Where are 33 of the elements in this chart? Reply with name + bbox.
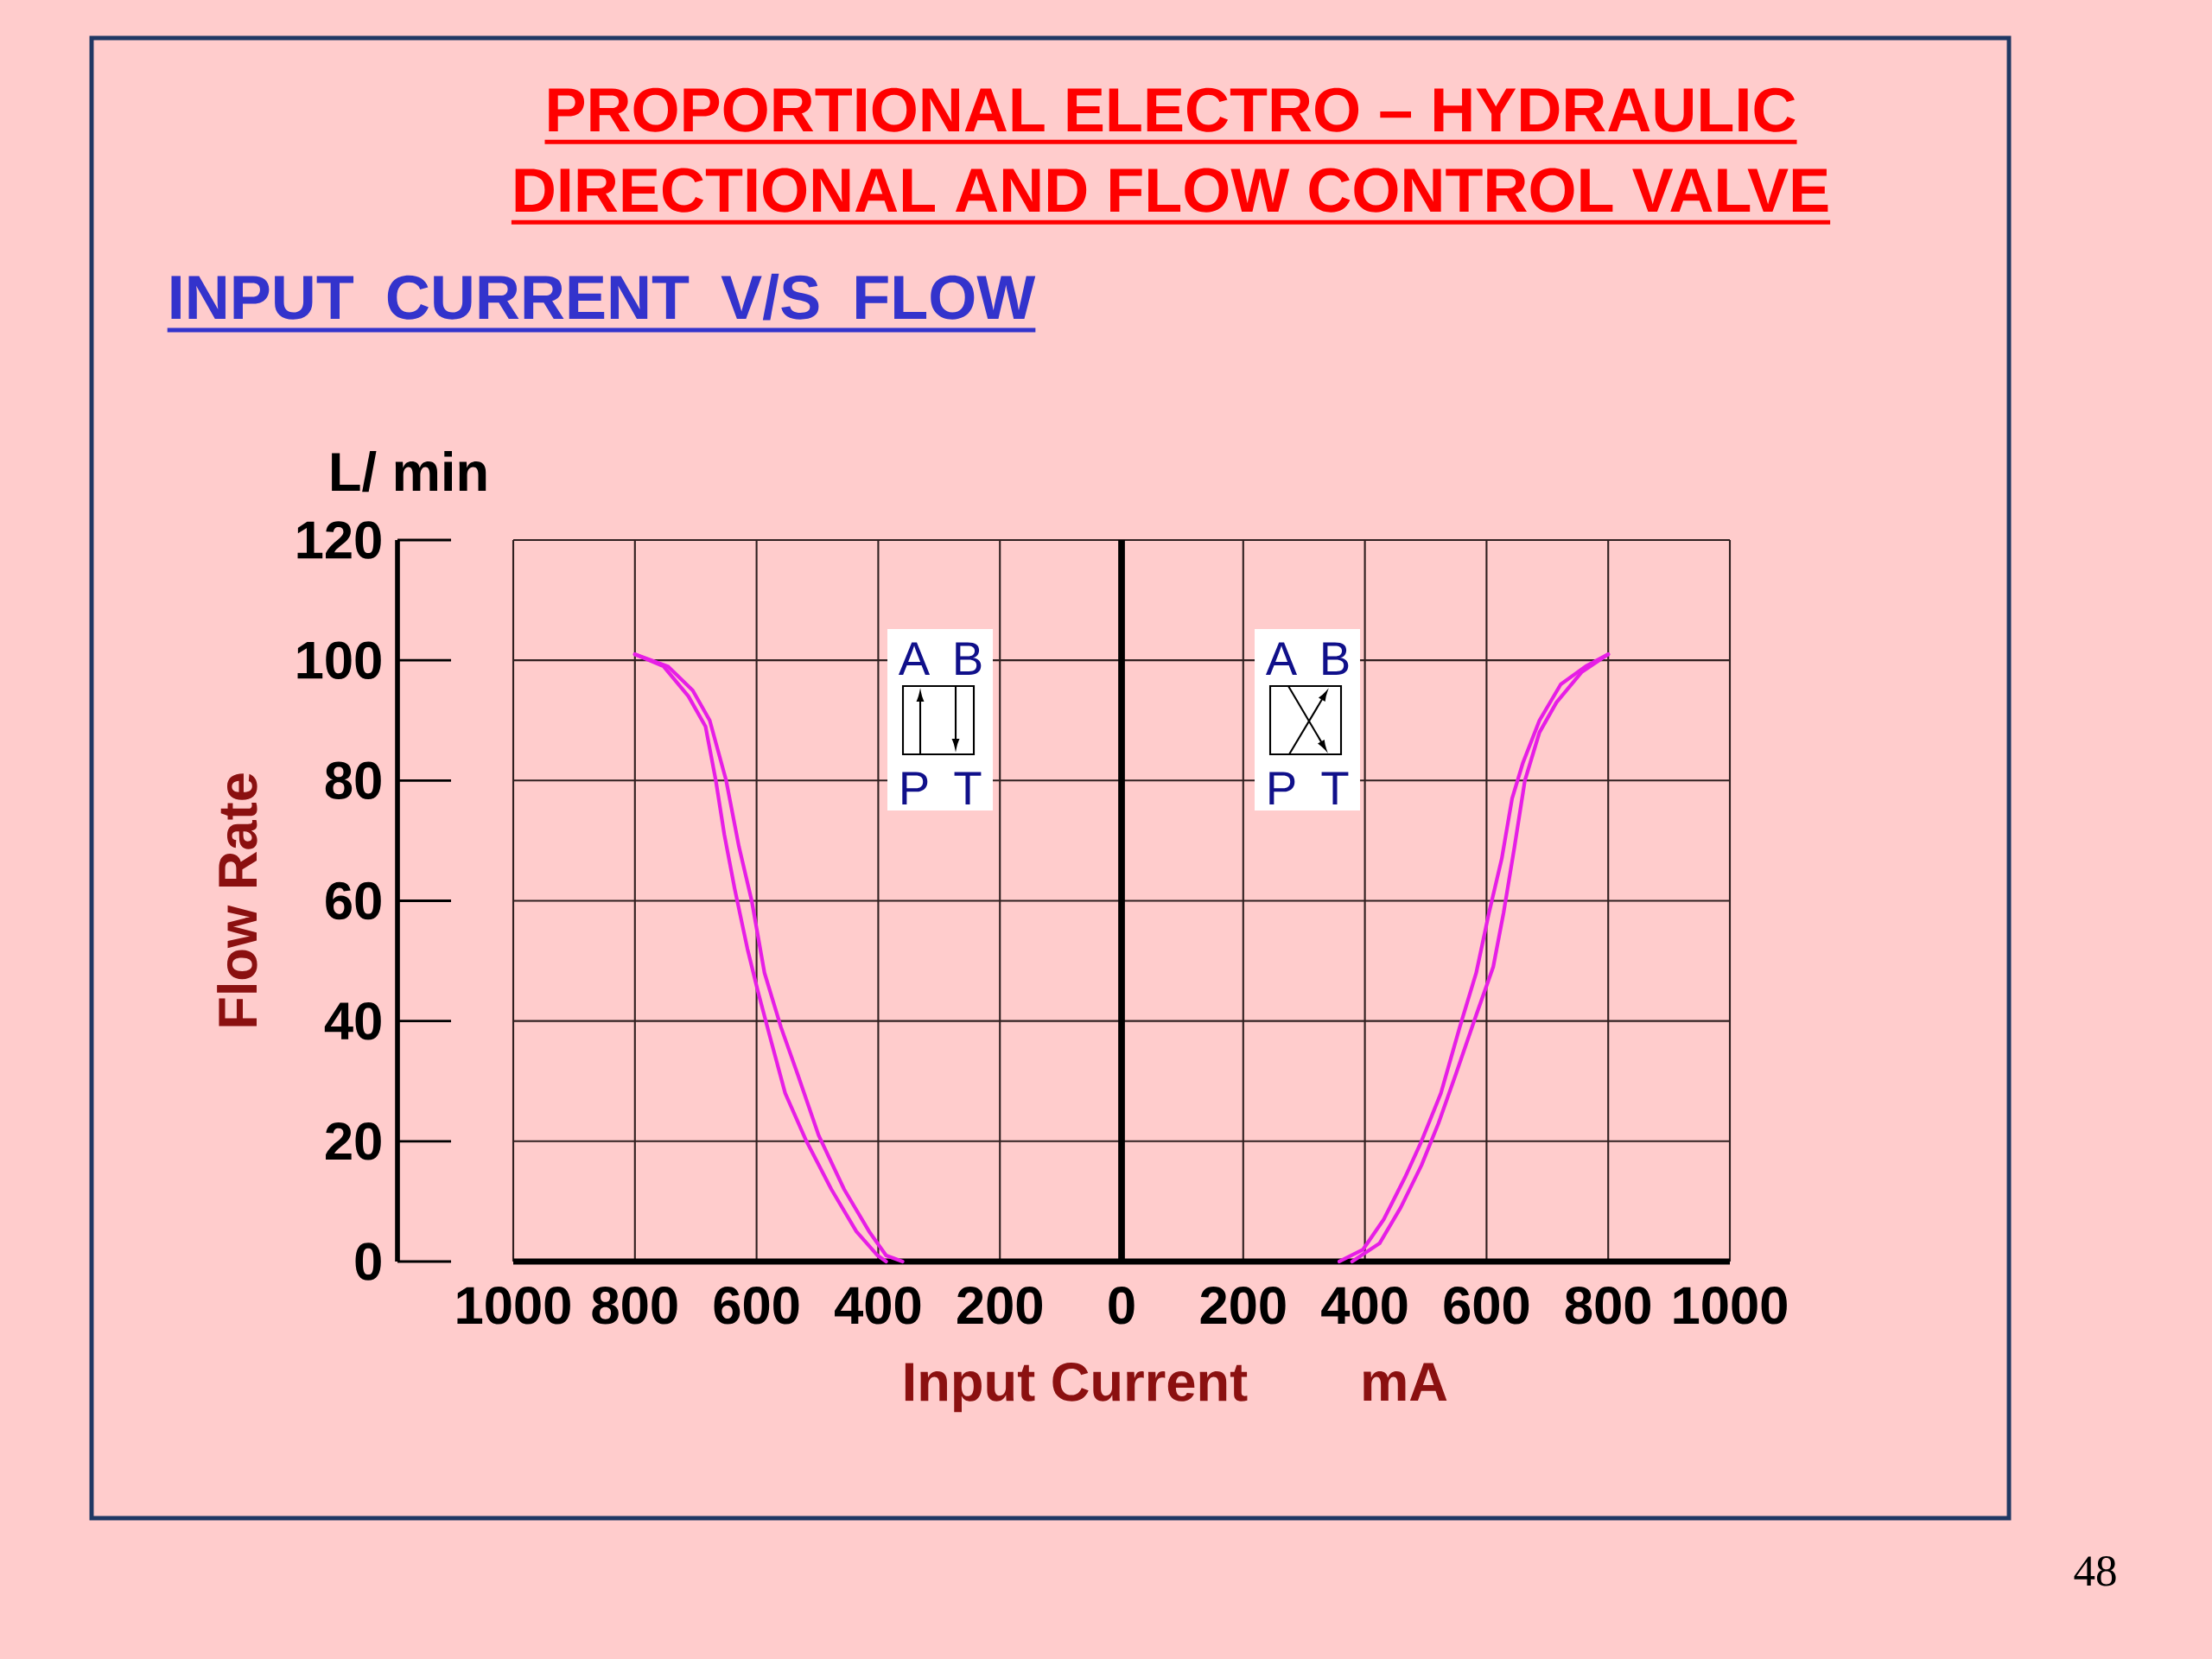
annotation: P [1269,772,1295,804]
annotation: T [954,772,982,804]
annotation: T [1321,772,1349,804]
x-tick-label: 800 [1565,1287,1650,1325]
y-tick-label: 60 [326,881,381,920]
x-tick-label: 1000 [457,1287,570,1325]
x-tick-label: 1000 [1674,1287,1787,1325]
text: mA [1363,1363,1447,1401]
annotation: B [1323,642,1349,675]
x-tick-label: 800 [592,1287,677,1325]
y-tick-label: 80 [325,761,381,800]
annotation: B [956,642,982,675]
x-tick-label: 400 [1321,1287,1408,1325]
chart-subtitle: INPUT CURRENT V/S FLOW [171,273,1036,321]
x-tick-label: 200 [1200,1287,1286,1325]
y-axis-title: Flow Rate [217,773,257,1027]
x-tick-label: 0 [1109,1287,1135,1325]
y-tick-label: 20 [326,1122,381,1160]
annotation: A [898,642,931,675]
text: L/ min [332,451,486,493]
annotation: A [1265,642,1298,675]
text: 48 [2074,1556,2116,1586]
x-tick-label: 600 [714,1287,799,1325]
x-tick-label: 200 [957,1287,1042,1325]
x-tick-label: 600 [1444,1287,1529,1325]
chart-title: PROPORTIONAL ELECTRO – HYDRAULIC DIRECTIONAL AND FLOW CONTROL VALVE [515,87,1828,213]
annotation: P [902,772,928,804]
y-tick-label: 120 [297,521,381,559]
y-tick-label: 0 [355,1243,381,1281]
y-tick-label: 40 [324,1001,381,1040]
x-axis-title: Input Current [905,1362,1248,1413]
y-tick-label: 100 [297,641,381,679]
x-tick-label: 400 [835,1287,921,1325]
